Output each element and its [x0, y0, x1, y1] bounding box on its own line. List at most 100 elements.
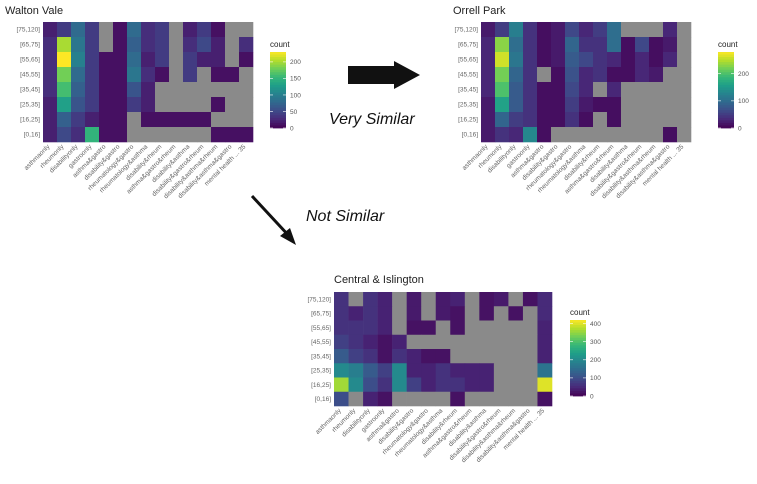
- legend-title: count: [270, 40, 290, 49]
- heatmap-cell: [537, 52, 552, 68]
- heatmap-cell: [493, 349, 509, 364]
- heatmap-cell: [211, 82, 226, 98]
- legend-color-step: [270, 87, 286, 91]
- heatmap-cell: [523, 52, 538, 68]
- legend-color-step: [570, 337, 586, 341]
- heatmap-cell: [481, 127, 496, 143]
- heatmap-cell: [225, 112, 240, 128]
- heatmap-cell: [363, 306, 378, 321]
- panel-title: Walton Vale: [5, 5, 63, 17]
- heatmap-cell: [71, 52, 86, 68]
- heatmap-cell: [593, 82, 608, 98]
- heatmap-cell: [579, 52, 594, 68]
- heatmap-cell: [169, 112, 184, 128]
- heatmap-cell: [435, 363, 451, 378]
- heatmap-cell: [607, 37, 622, 53]
- legend-color-step: [270, 100, 286, 104]
- heatmap-cell: [450, 292, 466, 307]
- heatmap-cell: [621, 22, 636, 38]
- heatmap-cell: [450, 363, 466, 378]
- y-tick-label: [65,75]: [311, 311, 331, 318]
- not-similar-arrow-shaft: [250, 194, 292, 239]
- heatmap-cell: [493, 306, 509, 321]
- heatmap-cell: [495, 52, 510, 68]
- heatmap-cell: [495, 97, 510, 113]
- heatmap-cell: [649, 52, 664, 68]
- heatmap-cell: [481, 97, 496, 113]
- legend-color-step: [718, 72, 734, 76]
- heatmap-cell: [450, 320, 466, 336]
- legend-tick-label: 100: [290, 92, 301, 99]
- heatmap-cell: [481, 52, 496, 68]
- legend-color-step: [570, 325, 586, 328]
- legend-tick-label: 50: [290, 109, 298, 116]
- heatmap-cell: [211, 127, 226, 143]
- heatmap-cell: [522, 320, 538, 336]
- heatmap-cell: [522, 349, 538, 364]
- heatmap-cell: [377, 391, 393, 407]
- heatmap-cell: [127, 97, 142, 113]
- heatmap-cell: [522, 292, 538, 307]
- legend-color-step: [270, 102, 286, 106]
- heatmap-cell: [71, 37, 86, 53]
- heatmap-cell: [127, 22, 142, 38]
- y-tick-label: [35,45]: [20, 87, 40, 94]
- heatmap-cell: [169, 22, 184, 38]
- legend-color-step: [270, 57, 286, 60]
- heatmap-cell: [406, 377, 422, 393]
- heatmap-cell: [464, 320, 480, 336]
- heatmap-cell: [348, 391, 364, 407]
- y-tick-label: [65,75]: [458, 42, 478, 49]
- heatmap-cell: [435, 377, 451, 393]
- legend-color-step: [570, 375, 586, 379]
- legend-color-step: [570, 352, 586, 356]
- legend-tick-label: 200: [738, 71, 749, 78]
- heatmap-cell: [508, 320, 524, 336]
- heatmap-cell: [57, 37, 72, 53]
- heatmap-cell: [211, 112, 226, 128]
- heatmap-cell: [377, 377, 393, 393]
- heatmap-cell: [464, 292, 480, 307]
- legend-tick-label: 0: [738, 125, 742, 132]
- heatmap-cell: [523, 127, 538, 143]
- heatmap-cell: [141, 22, 156, 38]
- heatmap-cell: [57, 127, 72, 143]
- legend-color-step: [270, 79, 286, 83]
- heatmap-cell: [565, 67, 580, 83]
- y-tick-label: [65,75]: [20, 42, 40, 49]
- heatmap-cell: [127, 82, 142, 98]
- legend-color-step: [718, 82, 734, 86]
- heatmap-cell: [551, 67, 566, 83]
- heatmap-cell: [239, 22, 254, 38]
- legend-color-step: [270, 115, 286, 119]
- heatmap-cell: [363, 363, 378, 378]
- heatmap-cell: [635, 67, 650, 83]
- legend-color-step: [718, 125, 734, 129]
- heatmap-cell: [57, 52, 72, 68]
- heatmap-cell: [363, 334, 378, 350]
- similar-arrow-head: [394, 61, 420, 89]
- heatmap-cell: [508, 391, 524, 407]
- legend-color-step: [270, 107, 286, 111]
- legend-color-step: [718, 79, 734, 83]
- heatmap-cell: [493, 363, 509, 378]
- y-tick-label: [35,45]: [458, 87, 478, 94]
- heatmap-cell: [85, 127, 100, 143]
- heatmap-cell: [85, 37, 100, 53]
- heatmap-cell: [435, 320, 451, 336]
- heatmap-cell: [464, 391, 480, 407]
- heatmap-cell: [635, 127, 650, 143]
- heatmap-cell: [677, 52, 692, 68]
- legend-color-step: [570, 322, 586, 326]
- legend-color-step: [270, 84, 286, 88]
- legend-color-step: [270, 95, 286, 98]
- heatmap-cell: [113, 37, 128, 53]
- legend-tick-label: 0: [590, 393, 594, 400]
- heatmap-cell: [493, 391, 509, 407]
- legend-color-step: [570, 320, 586, 323]
- heatmap-cell: [392, 391, 407, 407]
- heatmap-cell: [377, 320, 393, 336]
- y-tick-label: [35,45]: [311, 353, 331, 360]
- heatmap-cell: [450, 349, 466, 364]
- heatmap-cell: [85, 112, 100, 128]
